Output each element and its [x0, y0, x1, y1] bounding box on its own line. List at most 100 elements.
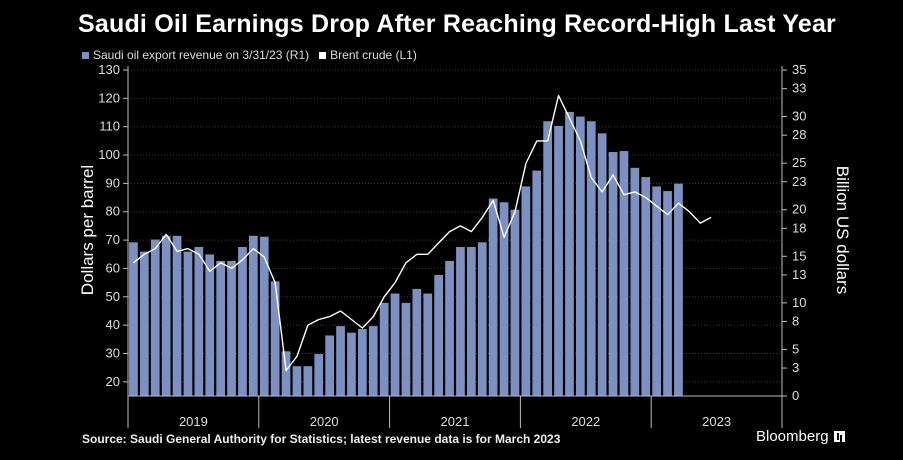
revenue-bar — [608, 151, 618, 396]
revenue-bar — [270, 281, 280, 396]
revenue-bar — [652, 186, 662, 396]
x-tick-label: 2023 — [702, 414, 731, 429]
revenue-bar — [466, 246, 476, 396]
x-tick-label: 2020 — [310, 414, 339, 429]
left-tick-label: 60 — [106, 260, 120, 275]
revenue-bar — [368, 326, 378, 396]
right-tick-label: 23 — [792, 174, 806, 189]
right-tick-label: 5 — [792, 341, 799, 356]
revenue-bar — [499, 202, 509, 396]
revenue-bar — [129, 242, 138, 396]
revenue-bar — [674, 183, 683, 396]
x-tick-label: 2021 — [441, 414, 470, 429]
right-tick-label: 18 — [792, 220, 806, 235]
chart-title: Saudi Oil Earnings Drop After Reaching R… — [78, 10, 836, 38]
revenue-bar — [139, 251, 149, 396]
revenue-bar — [565, 111, 574, 397]
revenue-bar — [412, 288, 422, 396]
revenue-bar — [521, 186, 531, 396]
brand-name: Bloomberg — [756, 428, 829, 445]
revenue-bar — [619, 151, 629, 396]
right-tick-label: 0 — [792, 388, 799, 403]
revenue-bar — [401, 302, 411, 396]
revenue-bar — [205, 254, 215, 396]
right-tick-label: 33 — [792, 81, 806, 96]
revenue-bar — [379, 302, 389, 396]
legend-label-brent: Brent crude (L1) — [330, 48, 417, 62]
revenue-bar — [194, 246, 204, 396]
revenue-bar — [183, 251, 193, 396]
left-tick-label: 120 — [98, 90, 120, 105]
brent-line — [132, 94, 712, 372]
revenue-bar — [227, 260, 236, 396]
revenue-bar — [292, 366, 302, 396]
revenue-bar — [259, 236, 269, 396]
right-tick-label: 20 — [792, 202, 806, 217]
legend-label-revenue: Saudi oil export revenue on 3/31/23 (R1) — [93, 48, 310, 62]
bloomberg-terminal-icon — [833, 431, 845, 442]
right-tick-label: 8 — [792, 313, 799, 328]
revenue-bar — [238, 246, 247, 396]
revenue-bar — [150, 239, 160, 396]
revenue-bar — [630, 167, 640, 396]
left-tick-label: 20 — [106, 374, 120, 389]
revenue-bar — [477, 242, 487, 396]
revenue-bar — [543, 121, 553, 396]
revenue-bar — [314, 354, 324, 396]
left-tick-label: 100 — [98, 147, 120, 162]
right-tick-label: 13 — [792, 267, 806, 282]
revenue-bar — [597, 133, 607, 396]
revenue-bar — [586, 121, 596, 396]
legend-item-brent: Brent crude (L1) — [319, 48, 417, 62]
source-note: Source: Saudi General Authority for Stat… — [82, 432, 561, 446]
revenue-bar — [510, 209, 520, 396]
revenue-bar — [172, 235, 182, 396]
revenue-bar — [216, 260, 226, 396]
right-tick-label: 3 — [792, 360, 799, 375]
legend-swatch-revenue — [82, 51, 89, 59]
left-tick-label: 50 — [106, 289, 120, 304]
revenue-bar — [456, 246, 465, 396]
revenue-bar — [423, 293, 433, 396]
right-tick-label: 28 — [792, 127, 806, 142]
grid — [128, 69, 782, 383]
revenue-bar — [281, 351, 291, 396]
revenue-bar — [390, 293, 400, 396]
left-tick-label: 110 — [99, 119, 120, 134]
revenue-bar — [575, 116, 585, 397]
revenue-bar — [357, 328, 367, 396]
right-axis-label: Billion US dollars — [833, 165, 852, 295]
revenue-bar — [488, 198, 498, 396]
revenue-bar — [303, 366, 313, 396]
revenue-bar — [663, 191, 672, 396]
right-tick-label: 25 — [792, 155, 806, 170]
left-tick-label: 90 — [106, 175, 120, 190]
brand-logo: Bloomberg — [756, 428, 845, 445]
right-tick-label: 35 — [792, 62, 806, 77]
right-tick-label: 15 — [792, 248, 806, 263]
legend-swatch-brent — [319, 51, 327, 59]
revenue-bar — [532, 170, 542, 396]
revenue-bar — [554, 125, 563, 396]
revenue-bar — [434, 274, 444, 396]
revenue-bar — [161, 235, 171, 396]
right-tick-label: 30 — [792, 109, 806, 124]
legend-item-revenue: Saudi oil export revenue on 3/31/23 (R1) — [82, 48, 309, 62]
revenue-bar — [325, 335, 335, 396]
revenue-bar — [641, 177, 651, 396]
legend: Saudi oil export revenue on 3/31/23 (R1)… — [82, 48, 427, 62]
axes — [123, 66, 787, 428]
revenue-bars — [129, 111, 683, 397]
x-tick-label: 2019 — [179, 414, 208, 429]
left-tick-label: 40 — [106, 317, 120, 332]
revenue-bar — [336, 326, 345, 396]
left-tick-label: 30 — [106, 345, 120, 360]
x-tick-label: 2022 — [571, 414, 600, 429]
revenue-bar — [347, 332, 356, 396]
x-tick-labels: 2019 2020 2021 2022 2023 — [179, 414, 731, 429]
brent-series-line — [132, 94, 712, 372]
revenue-bar — [445, 260, 454, 396]
right-tick-label: 10 — [792, 295, 806, 310]
